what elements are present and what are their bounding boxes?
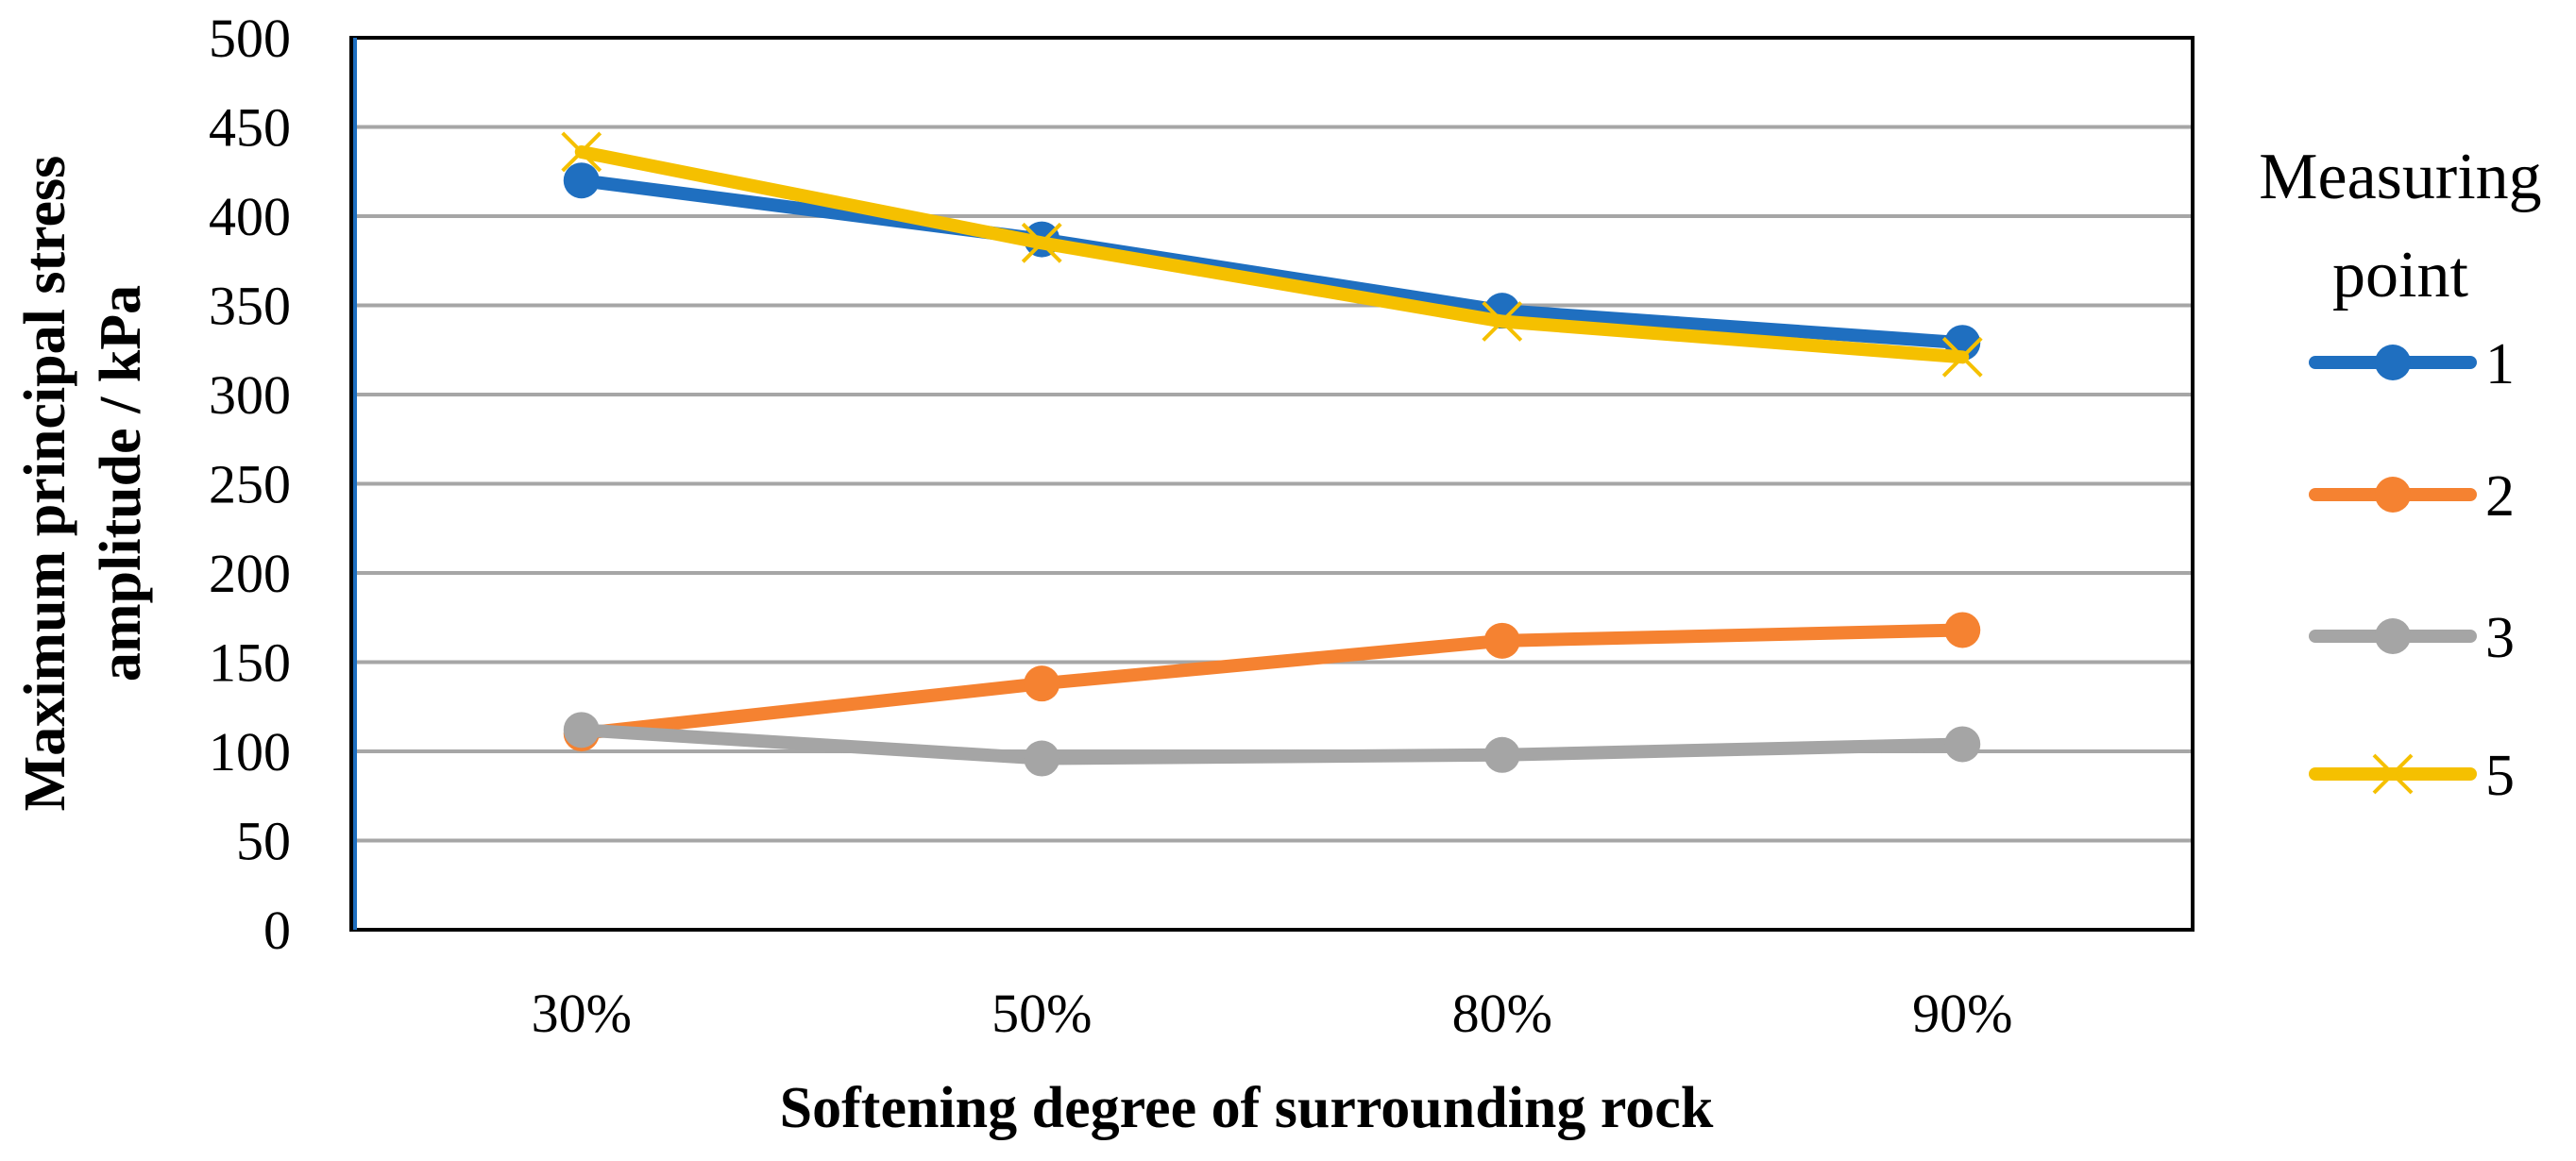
series-1 [563,162,1981,362]
legend-label-2: 2 [2485,464,2515,529]
data-point-5-1 [1021,222,1062,263]
data-point-1-0 [563,162,600,199]
legend-title-line-1: Measuring [2259,141,2541,213]
y-tick-label: 300 [209,364,291,426]
y-tick-label: 50 [236,811,291,872]
data-point-3-0 [563,712,600,749]
legend-title-line-2: point [2332,239,2468,311]
legend-label-5: 5 [2485,744,2515,808]
marker-stroke [1021,222,1062,263]
data-point-3-3 [1944,726,1981,763]
marker-stroke [561,131,602,173]
series-layer [561,131,1983,777]
y-axis-ticks: 0 50 100 150 200 250 300 350 400 450 500 [209,8,291,961]
y-tick-label: 0 [263,900,291,961]
data-point-5-3 [1941,336,1983,378]
x-tick-label: 30% [532,983,632,1044]
y-tick-label: 450 [209,97,291,159]
legend-label-3: 3 [2485,606,2515,670]
x-tick-label: 80% [1452,983,1552,1044]
y-axis-title: Maximum principal stress amplitude / kPa [13,156,153,812]
x-tick-label: 90% [1912,983,2012,1044]
series-2 [563,612,1981,752]
data-point-5-0 [561,131,602,173]
legend-item-1: 1 [2309,332,2515,396]
marker-stroke [2372,753,2414,795]
data-point-legend-5 [2372,753,2414,795]
data-point-legend-2 [2375,477,2411,513]
gridlines [351,125,2193,843]
legend-item-5: 5 [2309,744,2515,808]
plot-area-frame [349,36,2195,932]
series-5 [561,131,1983,378]
legend-items: 1 2 3 5 [2309,332,2515,808]
x-tick-label: 50% [991,983,1092,1044]
series-line-2 [574,623,1970,741]
y-tick-label: 350 [209,276,291,337]
marker-stroke [1482,301,1523,342]
x-axis-title: Softening degree of surrounding rock [780,1076,1714,1140]
series-line-5 [574,144,1970,364]
data-point-3-1 [1024,740,1060,777]
data-point-2-3 [1944,612,1981,648]
y-tick-label: 100 [209,721,291,782]
legend-item-2: 2 [2309,464,2515,529]
data-point-2-1 [1024,665,1060,702]
legend-label-1: 1 [2485,332,2515,396]
series-line-1 [574,174,1970,350]
data-point-legend-1 [2375,345,2411,380]
marker-stroke [1941,336,1983,378]
y-tick-label: 250 [209,454,291,515]
y-tick-label: 150 [209,632,291,694]
data-point-3-2 [1483,736,1520,773]
data-point-legend-3 [2375,618,2411,654]
legend-item-3: 3 [2309,606,2515,670]
data-point-2-2 [1483,622,1520,659]
y-axis-title-line-1: Maximum principal stress [13,156,77,812]
x-axis-ticks: 30% 50% 80% 90% [532,983,2013,1044]
y-tick-label: 400 [209,186,291,247]
y-axis-title-line-2: amplitude / kPa [89,285,153,681]
series-line-3 [574,723,1970,766]
y-tick-label: 500 [209,8,291,69]
y-tick-label: 200 [209,543,291,604]
legend: Measuring point 1 2 3 5 [2259,141,2541,808]
data-point-5-2 [1482,301,1523,342]
series-3 [563,712,1981,777]
